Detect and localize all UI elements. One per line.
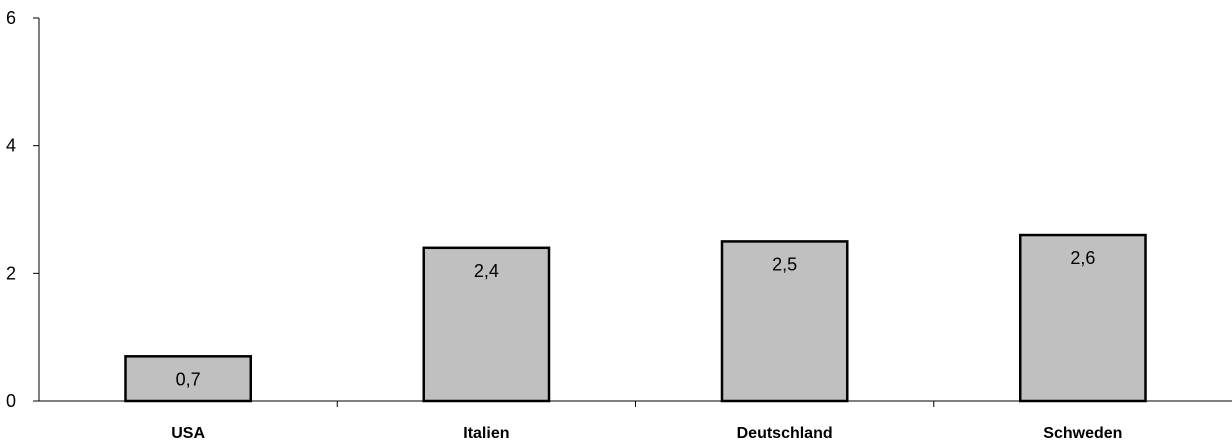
x-category-label: USA	[171, 425, 205, 441]
y-tick-label: 6	[6, 8, 16, 28]
bars	[124, 233, 1147, 403]
data-label: 2,4	[474, 261, 499, 281]
data-label: 0,7	[176, 369, 201, 389]
bar-schweden	[1018, 233, 1147, 403]
y-tick-label: 4	[6, 136, 16, 156]
data-label: 2,5	[772, 254, 797, 274]
labels: 0,7 USA 2,4 Italien 2,5 Deutschland 2,6 Schwede…	[171, 248, 1122, 441]
x-category-label: Italien	[463, 425, 509, 441]
bar-usa	[124, 355, 253, 403]
data-label: 2,6	[1070, 248, 1095, 268]
y-tick-label: 0	[6, 391, 16, 411]
x-category-label: Schweden	[1043, 425, 1122, 441]
bar-italien	[422, 246, 551, 403]
bar-deutschland	[720, 240, 849, 403]
x-category-label: Deutschland	[737, 425, 833, 441]
y-tick-label: 2	[6, 263, 16, 283]
